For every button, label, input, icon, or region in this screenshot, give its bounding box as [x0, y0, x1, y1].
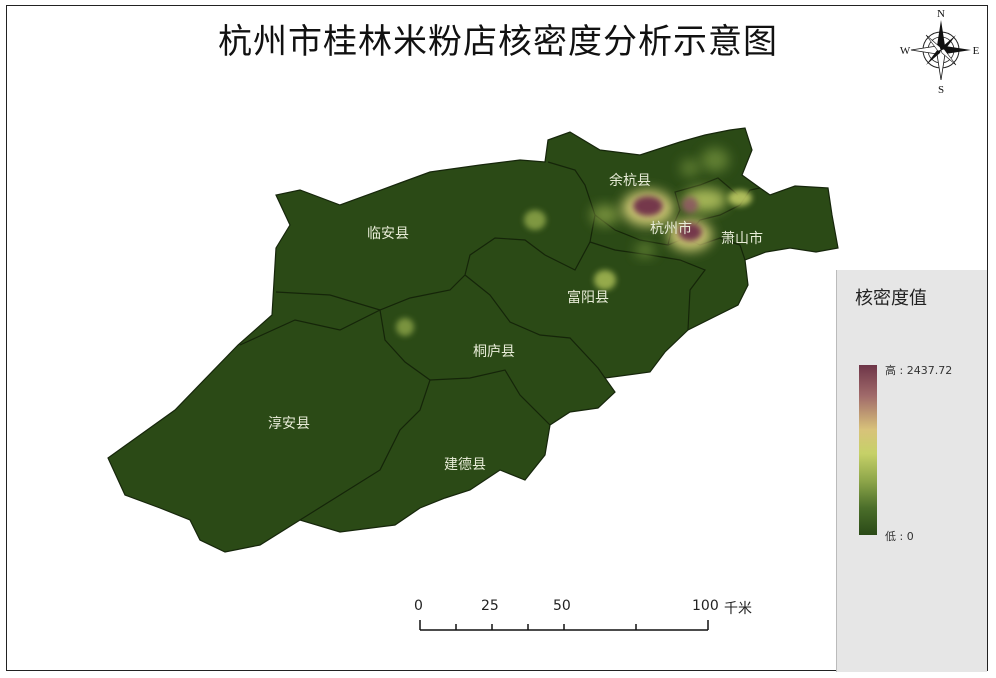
county-label-linan: 临安县 [367, 226, 409, 242]
legend-title: 核密度值 [855, 288, 927, 309]
scale-tick-100: 100 [692, 598, 719, 614]
compass-west: W [900, 45, 911, 57]
legend-high-label: 高 : 2437.72 [885, 364, 953, 377]
county-label-chunan: 淳安县 [268, 415, 310, 432]
legend-color-ramp [859, 365, 877, 535]
map-title: 杭州市桂林米粉店核密度分析示意图 [218, 22, 778, 62]
hangzhou-landmass [107, 127, 839, 553]
scale-unit: 千米 [724, 601, 752, 617]
county-label-hangzhou: 杭州市 [650, 220, 692, 237]
compass-north: N [937, 8, 945, 20]
county-label-tonglu: 桐庐县 [473, 344, 515, 360]
map-frame [6, 5, 988, 671]
county-label-fuyang: 富阳县 [567, 289, 609, 306]
compass-east: E [973, 45, 980, 57]
county-label-xiaoshan: 萧山市 [721, 230, 763, 247]
scale-tick-50: 50 [553, 598, 571, 614]
legend-panel: 核密度值 高 : 2437.72 低 : 0 [836, 270, 987, 672]
compass-south: S [938, 84, 944, 96]
legend-low-label: 低 : 0 [885, 530, 914, 543]
scale-tick-25: 25 [481, 598, 499, 614]
scale-tick-0: 0 [414, 598, 423, 614]
county-label-yuhang: 余杭县 [609, 172, 651, 189]
density-heatmap [396, 148, 752, 336]
compass-rose-icon: N S E W [900, 8, 980, 96]
county-label-jiande: 建德县 [444, 457, 486, 473]
scale-bar [419, 620, 709, 631]
